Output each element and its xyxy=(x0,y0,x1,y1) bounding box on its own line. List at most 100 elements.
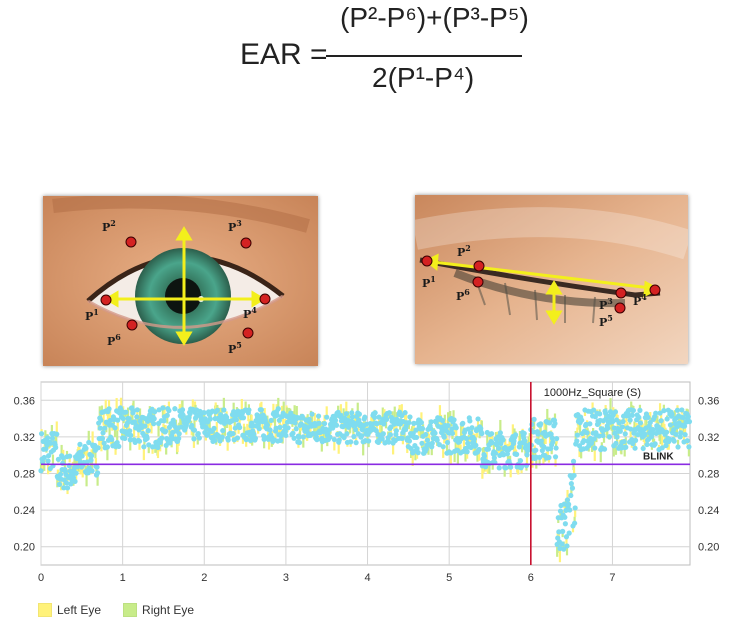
data-point xyxy=(687,419,692,424)
data-point xyxy=(602,447,607,452)
data-point xyxy=(316,413,321,418)
data-point xyxy=(638,420,643,425)
data-point xyxy=(623,431,628,436)
data-point xyxy=(268,428,273,433)
data-point xyxy=(631,408,636,413)
threshold-label: BLINK xyxy=(643,451,674,462)
data-point xyxy=(309,412,314,417)
data-point xyxy=(80,453,85,458)
data-point xyxy=(659,418,664,423)
data-point xyxy=(159,435,164,440)
data-point xyxy=(600,433,605,438)
legend-label-right-eye: Right Eye xyxy=(142,603,194,617)
data-point xyxy=(77,442,82,447)
data-point xyxy=(552,421,557,426)
data-point xyxy=(503,465,508,470)
data-point xyxy=(96,445,101,450)
data-point xyxy=(220,428,225,433)
x-tick-label: 6 xyxy=(528,572,534,584)
y-tick-label-right: 0.36 xyxy=(698,395,719,407)
legend-swatch-left-eye xyxy=(38,603,52,617)
data-point xyxy=(89,453,94,458)
y-tick-label-left: 0.24 xyxy=(14,505,35,517)
data-point xyxy=(197,435,202,440)
data-point xyxy=(607,434,612,439)
data-point xyxy=(253,436,258,441)
data-point xyxy=(366,438,371,443)
closed-eye-image: P2 P1 P6 P3 P4 P5 xyxy=(415,195,688,364)
data-point xyxy=(430,441,435,446)
data-point xyxy=(497,465,502,470)
data-point xyxy=(492,455,497,460)
data-point xyxy=(196,431,201,436)
data-point xyxy=(155,445,160,450)
data-point xyxy=(416,450,421,455)
data-point xyxy=(211,426,216,431)
data-point xyxy=(532,417,537,422)
data-point xyxy=(637,408,642,413)
x-tick-label: 4 xyxy=(364,572,370,584)
data-point xyxy=(686,444,691,449)
data-point xyxy=(460,421,465,426)
data-point xyxy=(653,441,658,446)
data-point xyxy=(123,410,128,415)
data-point xyxy=(566,502,571,507)
data-point xyxy=(121,416,126,421)
legend-swatch-right-eye xyxy=(123,603,137,617)
data-point xyxy=(112,425,117,430)
formula-lhs: EAR = xyxy=(240,38,328,72)
data-point xyxy=(384,417,389,422)
data-point xyxy=(563,521,568,526)
data-point xyxy=(94,465,99,470)
data-point xyxy=(72,479,77,484)
data-point xyxy=(668,422,673,427)
data-point xyxy=(568,493,573,498)
data-point xyxy=(498,430,503,435)
data-point xyxy=(465,449,470,454)
data-point xyxy=(567,507,572,512)
data-point xyxy=(394,428,399,433)
data-point xyxy=(587,421,592,426)
data-point xyxy=(373,410,378,415)
data-point xyxy=(241,415,246,420)
data-point xyxy=(450,431,455,436)
data-point xyxy=(407,414,412,419)
data-point xyxy=(386,440,391,445)
data-point xyxy=(636,415,641,420)
data-point xyxy=(89,468,94,473)
data-point xyxy=(564,543,569,548)
y-tick-label-right: 0.28 xyxy=(698,469,719,481)
formula-fraction-bar xyxy=(326,55,522,57)
data-point xyxy=(585,430,590,435)
data-point xyxy=(151,421,156,426)
data-point xyxy=(334,423,339,428)
data-point xyxy=(180,412,185,417)
data-point xyxy=(88,458,93,463)
data-point xyxy=(221,407,226,412)
data-point xyxy=(614,434,619,439)
data-point xyxy=(165,413,170,418)
data-point xyxy=(128,433,133,438)
data-point xyxy=(297,440,302,445)
data-point xyxy=(137,439,142,444)
data-point xyxy=(277,425,282,430)
data-point xyxy=(686,414,691,419)
formula-denominator: 2(P¹-P⁴) xyxy=(372,62,474,94)
ear-formula: EAR = (P²-P⁶)+(P³-P⁵) 2(P¹-P⁴) xyxy=(0,0,733,120)
legend-item-left-eye: Left Eye xyxy=(38,603,101,617)
data-point xyxy=(672,439,677,444)
data-point xyxy=(440,418,445,423)
data-point xyxy=(553,445,558,450)
data-point xyxy=(645,415,650,420)
data-point xyxy=(441,444,446,449)
data-point xyxy=(518,458,523,463)
data-point xyxy=(605,426,610,431)
data-point xyxy=(414,435,419,440)
data-point xyxy=(419,420,424,425)
data-point xyxy=(276,406,281,411)
data-point xyxy=(265,423,270,428)
data-point xyxy=(50,436,55,441)
data-point xyxy=(560,529,565,534)
data-point xyxy=(420,426,425,431)
data-point xyxy=(468,430,473,435)
